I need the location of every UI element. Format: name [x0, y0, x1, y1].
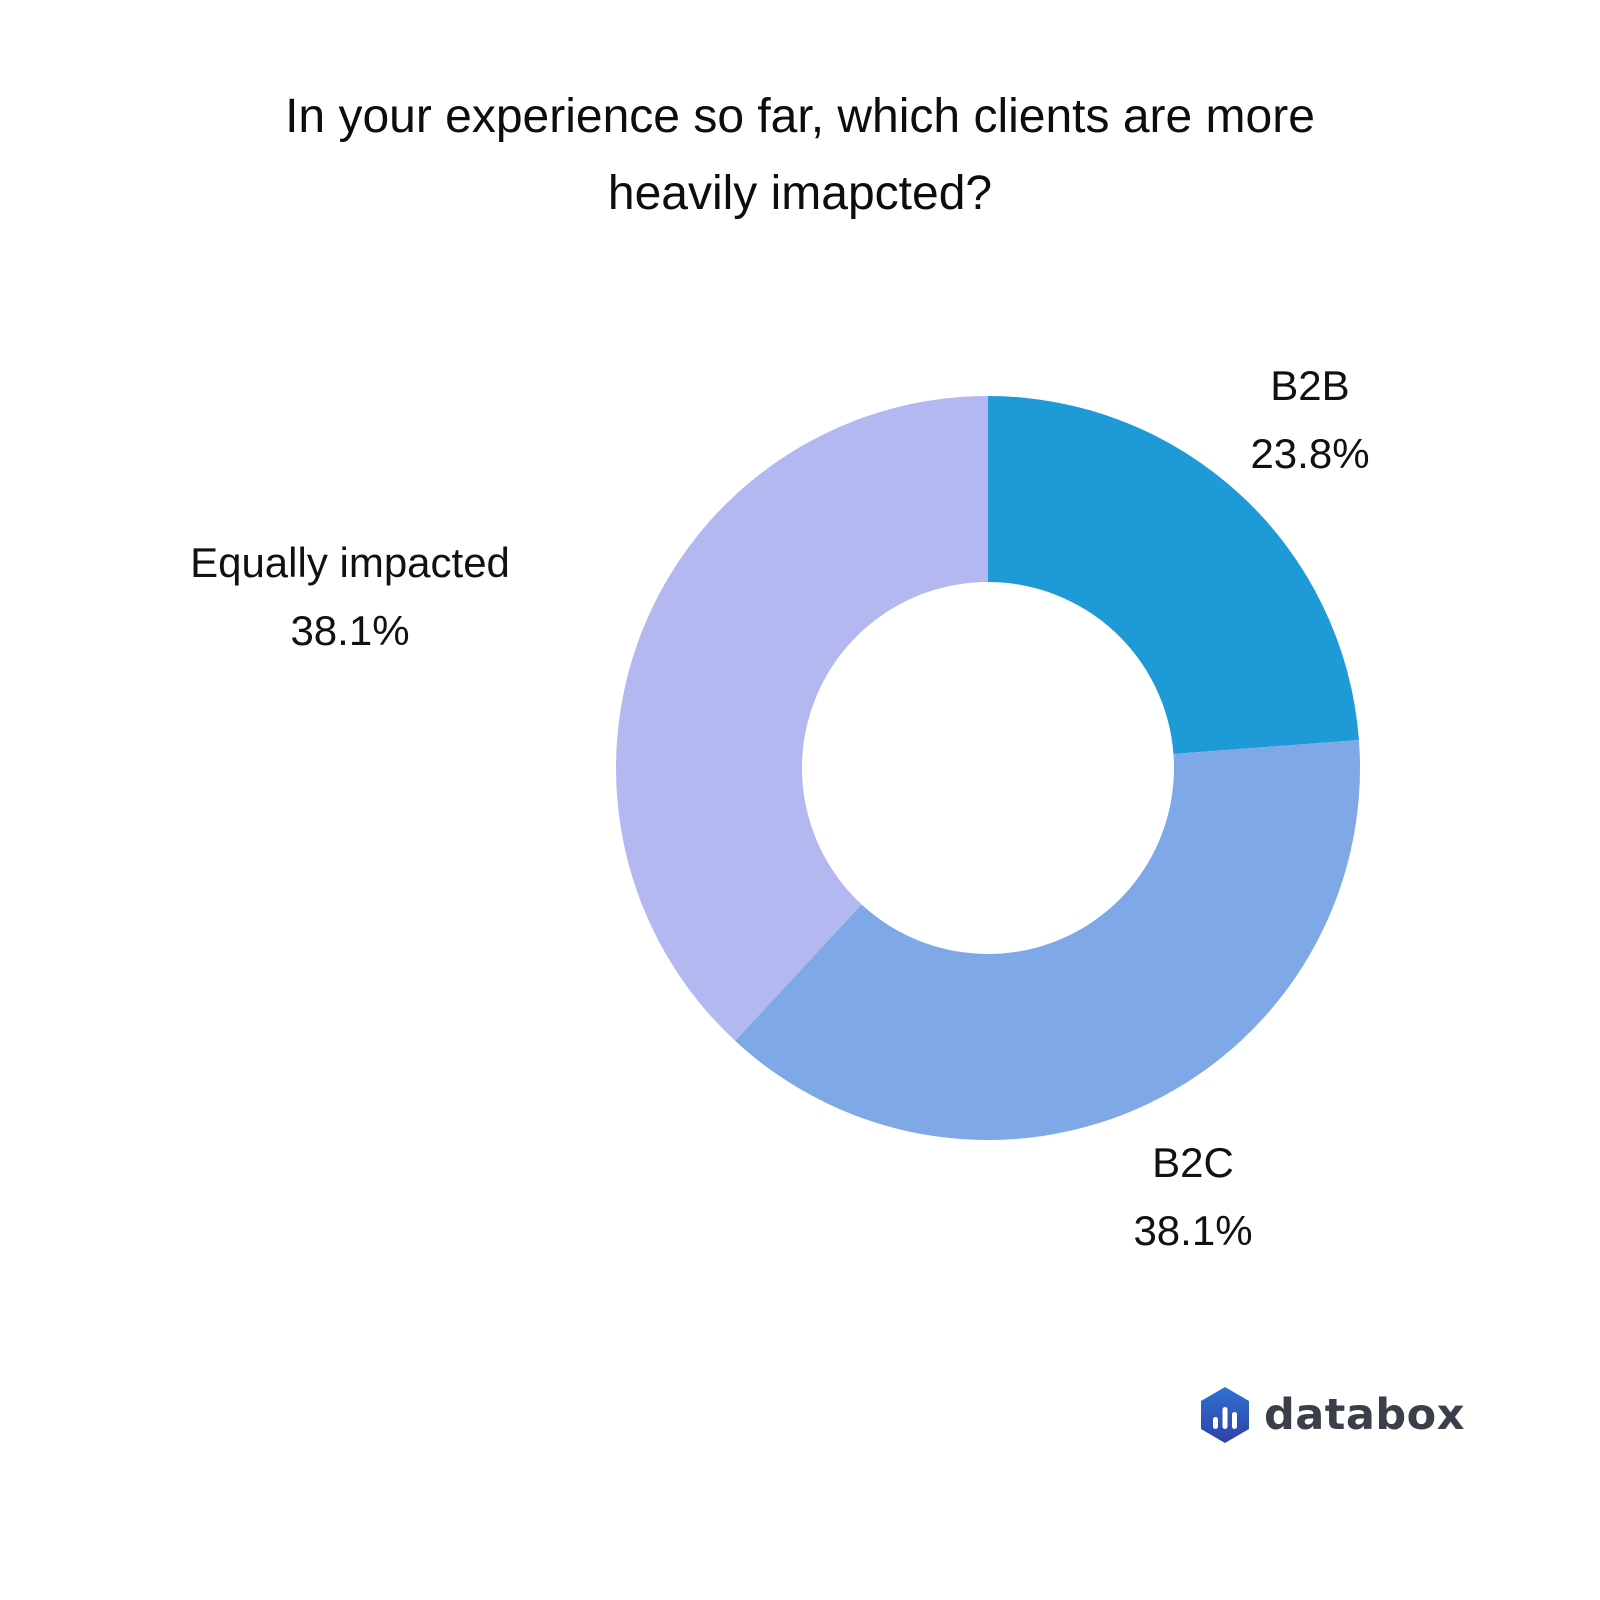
databox-brand: databox — [1198, 1383, 1465, 1447]
slice-value-label-b2b: 23.8% — [1250, 430, 1369, 477]
slice-label-b2c: B2C — [1152, 1139, 1234, 1186]
donut-slice-b2b — [988, 396, 1359, 754]
slice-label-equally-impacted: Equally impacted — [190, 539, 510, 586]
chart-title: In your experience so far, which clients… — [100, 78, 1500, 232]
chart-title-line-1: In your experience so far, which clients… — [285, 90, 1315, 143]
donut-slice-equally-impacted — [616, 396, 988, 1041]
slice-value-label-equally-impacted: 38.1% — [290, 607, 409, 654]
databox-logo-icon — [1201, 1387, 1249, 1443]
chart-title-line-2: heavily imapcted? — [607, 167, 993, 220]
databox-logo-text: databox — [1264, 1390, 1465, 1440]
donut-slice-b2c — [735, 739, 1360, 1140]
slice-label-b2b: B2B — [1270, 362, 1349, 409]
slice-value-label-b2c: 38.1% — [1133, 1207, 1252, 1254]
